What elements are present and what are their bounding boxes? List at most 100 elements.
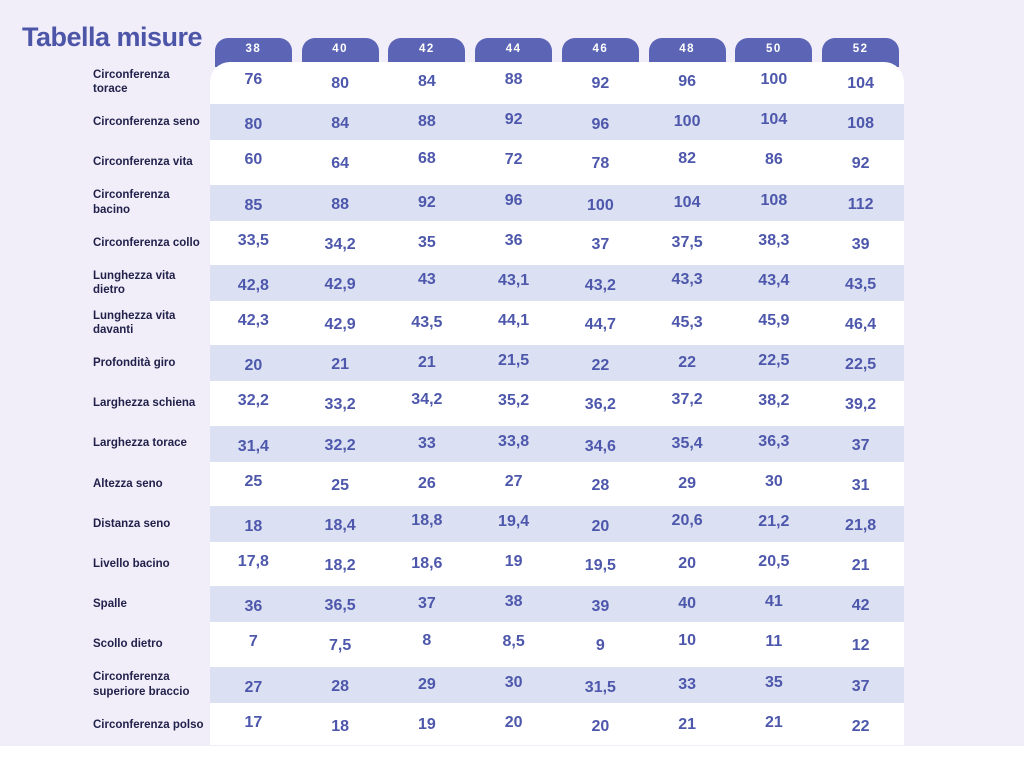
measurement-cell: 46,4	[845, 316, 877, 334]
measurement-cell: 31,5	[584, 678, 616, 696]
measurement-cell: 96	[591, 116, 610, 134]
measurement-cell: 33,5	[237, 231, 269, 249]
measurement-cell: 27	[244, 678, 263, 696]
measurement-cell: 80	[331, 75, 350, 93]
size-table: 38 40 42 44 46 48 50 52 Circonferenza torace 76 8…	[0, 38, 904, 745]
measurement-cell: 100	[587, 196, 614, 214]
size-tab-slot: 52	[817, 38, 904, 67]
measurement-cell: 34,2	[411, 391, 443, 409]
measurement-cell: 41	[764, 593, 783, 611]
measurement-cell: 84	[417, 73, 436, 91]
table-row: Circonferenza torace 76 80 84 88 92 96 100 104	[0, 62, 904, 103]
measurement-cell: 22,5	[845, 356, 877, 374]
measurement-cell: 35,4	[671, 434, 703, 452]
row-values: 85 88 92 96 100 104 108 112	[210, 182, 904, 223]
measurement-cell: 96	[678, 73, 697, 91]
measurement-cell: 35	[764, 673, 783, 691]
measurement-cell: 11	[765, 633, 783, 651]
measurement-cell: 31,4	[237, 437, 269, 455]
size-tab-slot: 38	[210, 38, 297, 67]
measurement-cell: 92	[851, 155, 870, 173]
row-label: Circonferenza polso	[93, 718, 204, 731]
measurement-cell: 60	[244, 151, 263, 169]
row-label: Circonferenza seno	[93, 116, 200, 129]
measurement-cell: 33	[417, 434, 436, 452]
measurement-cell: 19,4	[498, 512, 530, 530]
measurement-cell: 42,3	[237, 312, 269, 330]
measurement-cell: 37	[417, 595, 436, 613]
measurement-cell: 9	[595, 637, 605, 655]
measurement-cell: 21	[417, 354, 436, 372]
table-row: Circonferenza superiore braccio 27 28 29 30 3…	[0, 664, 904, 705]
table-row: Scollo dietro 7 7,5 8 8,5 9 10 11 12	[0, 624, 904, 665]
measurement-cell: 40	[678, 595, 697, 613]
measurement-cell: 19	[417, 715, 436, 733]
measurement-cell: 38,2	[758, 392, 790, 410]
size-tab-slot: 44	[470, 38, 557, 67]
measurement-cell: 112	[847, 195, 874, 213]
measurement-cell: 22,5	[758, 352, 790, 370]
measurement-cell: 22	[591, 357, 610, 375]
measurement-cell: 25	[331, 476, 350, 494]
row-values: 36 36,5 37 38 39 40 41 42	[210, 584, 904, 625]
measurement-cell: 104	[673, 193, 701, 211]
measurement-cell: 27	[504, 472, 523, 490]
measurement-cell: 21,5	[498, 352, 530, 370]
table-row: Larghezza torace 31,4 32,2 33 33,8 34,6 35,4 36…	[0, 423, 904, 464]
measurement-cell: 43,3	[671, 270, 703, 288]
measurement-cell: 29	[417, 675, 436, 693]
measurement-cell: 43,4	[758, 271, 790, 289]
measurement-cell: 21	[851, 557, 870, 575]
measurement-cell: 8	[422, 632, 432, 650]
table-row: Profondità giro 20 21 21 21,5 22 22 22,5 22,5	[0, 343, 904, 384]
measurement-cell: 96	[504, 191, 523, 209]
measurement-cell: 32,2	[237, 392, 269, 410]
measurement-cell: 100	[673, 113, 701, 131]
measurement-cell: 19	[504, 553, 523, 571]
row-label: Spalle	[93, 598, 127, 611]
row-values: 18 18,4 18,8 19,4 20 20,6 21,2 21,8	[210, 503, 904, 545]
measurement-cell: 21	[678, 715, 697, 733]
measurement-cell: 8,5	[502, 633, 525, 651]
measurement-cell: 45,9	[758, 312, 790, 330]
measurement-cell: 7	[248, 633, 258, 651]
row-values: 60 64 68 72 78 82 86 92	[210, 142, 904, 183]
row-values: 17 18 19 20 20 21 21 22	[210, 704, 904, 745]
measurement-cell: 64	[331, 155, 350, 173]
measurement-cell: 36,5	[324, 597, 356, 615]
measurement-cell: 31	[851, 476, 870, 494]
measurement-cell: 19,5	[584, 557, 616, 575]
measurement-cell: 33,8	[498, 432, 530, 450]
measurement-cell: 76	[244, 71, 263, 89]
row-label: Livello bacino	[93, 557, 170, 570]
measurement-rows: Circonferenza torace 76 80 84 88 92 96 100 104 Ci…	[0, 62, 904, 745]
row-values: 20 21 21 21,5 22 22 22,5 22,5	[210, 343, 904, 384]
measurement-cell: 86	[764, 151, 783, 169]
row-label: Larghezza torace	[93, 437, 187, 450]
row-label: Lunghezza vita davanti	[93, 309, 176, 337]
measurement-cell: 37	[591, 235, 610, 253]
row-label: Larghezza schiena	[93, 397, 196, 410]
measurement-cell: 12	[851, 637, 870, 655]
measurement-cell: 82	[678, 150, 697, 168]
measurement-cell: 21,8	[845, 516, 877, 534]
row-label: Circonferenza collo	[93, 236, 200, 249]
measurement-cell: 36,2	[584, 396, 616, 414]
measurement-cell: 20	[591, 517, 610, 535]
measurement-cell: 10	[678, 632, 697, 650]
row-values: 33,5 34,2 35 36 37 37,5 38,3 39	[210, 222, 904, 263]
measurement-cell: 92	[591, 75, 610, 93]
measurement-cell: 20	[504, 713, 523, 731]
measurement-cell: 35	[417, 233, 436, 251]
measurement-cell: 92	[504, 111, 523, 129]
measurement-cell: 43,5	[845, 275, 877, 293]
measurement-cell: 43,2	[584, 276, 616, 294]
table-row: Altezza seno 25 25 26 27 28 29 30 31	[0, 463, 904, 504]
measurement-cell: 20	[678, 555, 697, 573]
measurement-cell: 33	[678, 675, 697, 693]
measurement-cell: 78	[591, 155, 610, 173]
measurement-cell: 36	[504, 231, 523, 249]
measurement-cell: 42,9	[324, 316, 356, 334]
measurement-cell: 22	[678, 354, 697, 372]
size-tab-slot: 50	[731, 38, 818, 67]
